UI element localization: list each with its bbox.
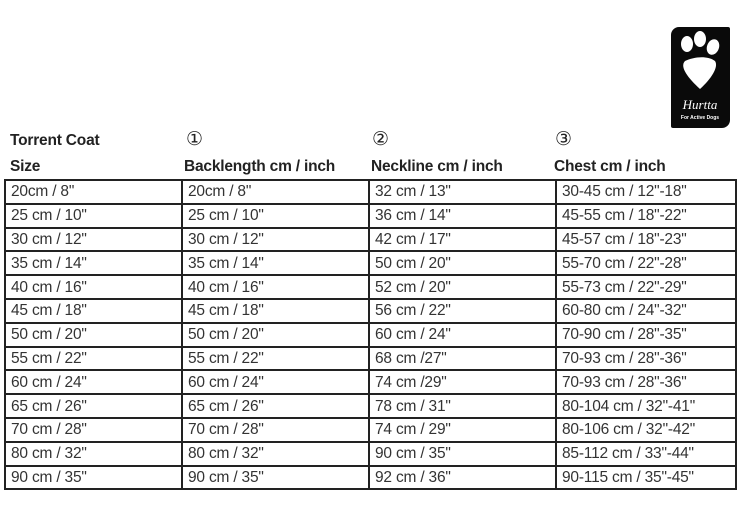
table-row: 25 cm / 10" 25 cm / 10" 36 cm / 14" 45-55 c… xyxy=(4,202,737,229)
cell-backlength: 90 cm / 35" xyxy=(181,464,370,491)
cell-chest: 70-93 cm / 28"-36" xyxy=(555,369,737,396)
cell-neckline: 68 cm /27" xyxy=(368,345,557,372)
cell-neckline: 50 cm / 20" xyxy=(368,250,557,277)
cell-size: 80 cm / 32" xyxy=(4,440,183,467)
table-row: 65 cm / 26" 65 cm / 26" 78 cm / 31" 80-104 … xyxy=(4,393,737,419)
cell-backlength: 40 cm / 16" xyxy=(181,274,370,300)
table-row: 20cm / 8" 20cm / 8" 32 cm / 13" 30-45 cm / … xyxy=(4,179,737,205)
table-row: 60 cm / 24" 60 cm / 24" 74 cm /29" 70-93 cm… xyxy=(4,369,737,396)
table-row: 55 cm / 22" 55 cm / 22" 68 cm /27" 70-93 cm… xyxy=(4,345,737,372)
cell-chest: 55-70 cm / 22"-28" xyxy=(555,250,737,277)
cell-neckline: 32 cm / 13" xyxy=(368,179,557,205)
cell-chest: 55-73 cm / 22"-29" xyxy=(555,274,737,300)
paw-icon: Hurtta For Active Dogs xyxy=(681,31,719,121)
cell-neckline: 90 cm / 35" xyxy=(368,440,557,467)
cell-backlength: 45 cm / 18" xyxy=(181,297,370,324)
cell-size: 60 cm / 24" xyxy=(4,369,183,396)
marker-3: ③ xyxy=(555,129,573,150)
cell-backlength: 80 cm / 32" xyxy=(181,440,370,467)
cell-neckline: 74 cm /29" xyxy=(368,369,557,396)
cell-size: 40 cm / 16" xyxy=(4,274,183,300)
cell-backlength: 30 cm / 12" xyxy=(181,226,370,253)
hurtta-logo: Hurtta For Active Dogs xyxy=(671,27,730,128)
table-row: 35 cm / 14" 35 cm / 14" 50 cm / 20" 55-70 c… xyxy=(4,250,737,277)
cell-size: 35 cm / 14" xyxy=(4,250,183,277)
cell-chest: 70-90 cm / 28"-35" xyxy=(555,321,737,348)
coat-title: Torrent Coat xyxy=(10,132,100,149)
size-table: 20cm / 8" 20cm / 8" 32 cm / 13" 30-45 cm / … xyxy=(4,179,737,491)
cell-chest: 45-57 cm / 18"-23" xyxy=(555,226,737,253)
logo-brand: Hurtta xyxy=(682,97,718,112)
cell-backlength: 55 cm / 22" xyxy=(181,345,370,372)
cell-neckline: 60 cm / 24" xyxy=(368,321,557,348)
cell-neckline: 74 cm / 29" xyxy=(368,416,557,443)
cell-neckline: 78 cm / 31" xyxy=(368,393,557,419)
cell-chest: 70-93 cm / 28"-36" xyxy=(555,345,737,372)
header-neckline: Neckline cm / inch xyxy=(371,158,503,175)
cell-size: 55 cm / 22" xyxy=(4,345,183,372)
cell-size: 70 cm / 28" xyxy=(4,416,183,443)
cell-backlength: 50 cm / 20" xyxy=(181,321,370,348)
table-row: 45 cm / 18" 45 cm / 18" 56 cm / 22" 60-80 c… xyxy=(4,297,737,324)
cell-chest: 80-104 cm / 32"-41" xyxy=(555,393,737,419)
cell-neckline: 52 cm / 20" xyxy=(368,274,557,300)
cell-size: 90 cm / 35" xyxy=(4,464,183,491)
header-size: Size xyxy=(10,158,41,175)
cell-size: 65 cm / 26" xyxy=(4,393,183,419)
table-row: 80 cm / 32" 80 cm / 32" 90 cm / 35" 85-112 … xyxy=(4,440,737,467)
cell-backlength: 35 cm / 14" xyxy=(181,250,370,277)
cell-size: 45 cm / 18" xyxy=(4,297,183,324)
cell-neckline: 36 cm / 14" xyxy=(368,202,557,229)
cell-backlength: 60 cm / 24" xyxy=(181,369,370,396)
cell-backlength: 70 cm / 28" xyxy=(181,416,370,443)
cell-chest: 30-45 cm / 12"-18" xyxy=(555,179,737,205)
table-row: 30 cm / 12" 30 cm / 12" 42 cm / 17" 45-57 c… xyxy=(4,226,737,253)
cell-chest: 60-80 cm / 24"-32" xyxy=(555,297,737,324)
cell-chest: 85-112 cm / 33"-44" xyxy=(555,440,737,467)
header-backlength: Backlength cm / inch xyxy=(184,158,336,175)
cell-backlength: 65 cm / 26" xyxy=(181,393,370,419)
logo-tagline: For Active Dogs xyxy=(681,115,719,121)
cell-size: 50 cm / 20" xyxy=(4,321,183,348)
cell-neckline: 56 cm / 22" xyxy=(368,297,557,324)
cell-backlength: 20cm / 8" xyxy=(181,179,370,205)
cell-size: 20cm / 8" xyxy=(4,179,183,205)
table-row: 40 cm / 16" 40 cm / 16" 52 cm / 20" 55-73 c… xyxy=(4,274,737,300)
cell-size: 25 cm / 10" xyxy=(4,202,183,229)
table-row: 70 cm / 28" 70 cm / 28" 74 cm / 29" 80-106 … xyxy=(4,416,737,443)
cell-chest: 45-55 cm / 18"-22" xyxy=(555,202,737,229)
cell-neckline: 42 cm / 17" xyxy=(368,226,557,253)
cell-chest: 90-115 cm / 35"-45" xyxy=(555,464,737,491)
cell-neckline: 92 cm / 36" xyxy=(368,464,557,491)
cell-chest: 80-106 cm / 32"-42" xyxy=(555,416,737,443)
cell-backlength: 25 cm / 10" xyxy=(181,202,370,229)
table-row: 50 cm / 20" 50 cm / 20" 60 cm / 24" 70-90 c… xyxy=(4,321,737,348)
marker-1: ① xyxy=(186,129,204,150)
marker-2: ② xyxy=(372,129,390,150)
header-chest: Chest cm / inch xyxy=(554,158,666,175)
table-row: 90 cm / 35" 90 cm / 35" 92 cm / 36" 90-115 … xyxy=(4,464,737,491)
cell-size: 30 cm / 12" xyxy=(4,226,183,253)
